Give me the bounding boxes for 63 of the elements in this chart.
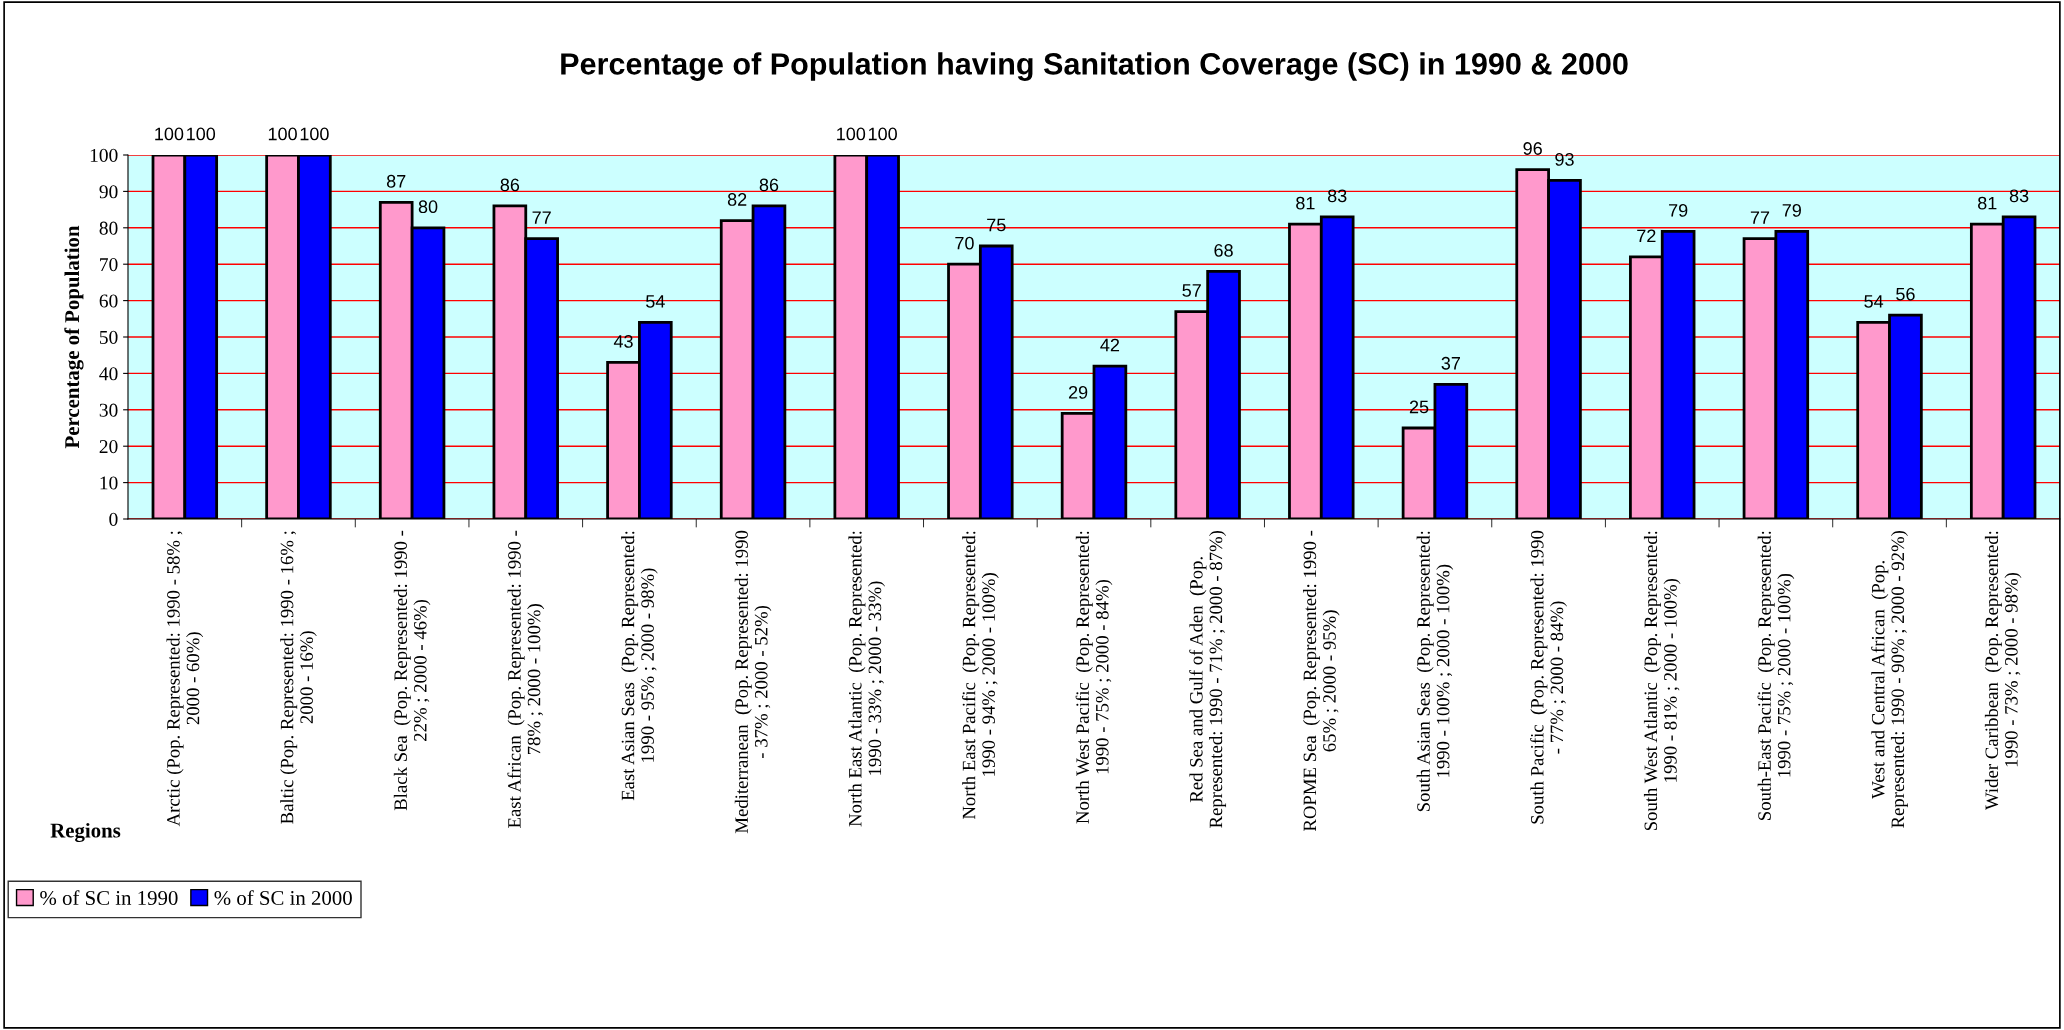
data-label: 57 (1182, 284, 1201, 297)
y-tick-label: 10 (100, 476, 118, 490)
x-tick-label: Red Sea and Gulf of Aden (Pop. Represented: 1990 - 71% ; 2000 - 87%) (1189, 530, 1227, 828)
data-label: 100 (868, 127, 897, 141)
x-tick-label: ROPME Sea (Pop. Represented: 1990 - 65% ; 2000 - 95%) (1302, 530, 1340, 832)
data-label: 77 (1750, 211, 1770, 224)
data-label: 100 (155, 127, 184, 141)
data-label: 79 (1782, 203, 1801, 217)
chart-title: Percentage of Population having Sanitation Coverage (SC) in 1990 & 2000 (561, 52, 1628, 81)
legend-label: % of SC in 1990 (40, 890, 178, 906)
x-tick-label: East Asian Seas (Pop. Represented: 1990 - 95% ; 2000 - 98%) (621, 531, 658, 801)
x-tick-label: East African (Pop. Represented: 1990 - 78% ; 2000 - 100%) (507, 530, 545, 828)
y-tick-label: 30 (99, 403, 118, 417)
y-tick-label: 90 (99, 185, 118, 199)
x-tick-label: North West Pacific (Pop. Represented: 1990 - 75% ; 2000 - 84%) (1075, 531, 1113, 824)
y-axis-title: Percentage of Population (64, 225, 84, 449)
data-label: 42 (1100, 338, 1120, 352)
data-label: 86 (500, 178, 520, 192)
x-tick-label: Arctic (Pop. Represented: 1990 - 58% ; 2000 - 60%) (166, 531, 204, 827)
y-tick-label: 80 (99, 221, 118, 235)
data-label: 56 (1896, 287, 1915, 301)
x-tick-label: South West Atlantic (Pop. Represented: 1990 - 81% ; 2000 - 100%) (1643, 531, 1681, 831)
data-label: 77 (532, 211, 551, 224)
data-label: 93 (1555, 153, 1574, 166)
data-label: 100 (268, 127, 297, 141)
x-tick-label: South Pacific (Pop. Represented: 1990 - 77% ; 2000 - 84%) (1530, 530, 1567, 824)
x-tick-label: South-East Pacific (Pop. Represented: 1990 - 75% ; 2000 - 100%) (1757, 531, 1795, 820)
data-label: 80 (418, 200, 438, 214)
data-label: 81 (1978, 196, 1997, 210)
x-tick-label: Wider Caribbean (Pop. Represented: 1990 - 73% ; 2000 - 98%) (1984, 531, 2022, 810)
data-label: 100 (837, 127, 866, 141)
legend-label: % of SC in 2000 (214, 890, 352, 906)
data-label: 83 (2009, 189, 2029, 203)
data-label: 86 (759, 178, 779, 192)
data-label: 82 (727, 193, 747, 206)
data-label: 87 (386, 174, 406, 188)
x-tick-label: Black Sea (Pop. Represented: 1990 - 22% ; 2000 - 46%) (393, 530, 431, 811)
data-label: 29 (1068, 385, 1088, 399)
x-tick-label: Mediterranean (Pop. Represented: 1990 - 37% ; 2000 - 52%) (734, 530, 772, 834)
x-axis-title: Regions (50, 822, 121, 842)
data-label: 68 (1214, 244, 1233, 257)
data-label: 81 (1296, 196, 1315, 210)
y-tick-label: 100 (90, 148, 118, 162)
y-tick-label: 20 (99, 440, 118, 454)
y-tick-label: 50 (99, 330, 118, 344)
x-tick-label: North East Pacific (Pop. Represented: 1990 - 94% ; 2000 - 100%) (961, 531, 999, 820)
x-tick-label: West and Central African (Pop. Represented: 1990 - 90% ; 2000 - 92%) (1871, 530, 1908, 828)
x-tick-label: South Asian Seas (Pop. Represented: 1990 - 100% ; 2000 - 100%) (1416, 531, 1454, 812)
y-tick-label: 70 (100, 258, 118, 272)
data-label: 70 (955, 236, 974, 250)
data-label: 72 (1637, 229, 1656, 243)
y-tick-label: 0 (109, 512, 118, 526)
x-tick-label: Baltic (Pop. Represented: 1990 - 16% ; 2000 - 16%) (280, 531, 317, 824)
data-label: 43 (613, 335, 633, 348)
y-tick-label: 60 (99, 294, 118, 308)
y-tick-label: 40 (99, 367, 118, 381)
x-tick-label: North East Atlantic (Pop. Represented: 1990 - 33% ; 2000 - 33%) (848, 531, 886, 827)
data-label: 100 (187, 127, 216, 141)
data-label: 83 (1327, 189, 1347, 203)
data-label: 96 (1523, 142, 1542, 155)
data-label: 100 (300, 127, 329, 141)
data-label: 37 (1441, 356, 1460, 370)
data-label: 79 (1669, 203, 1688, 217)
